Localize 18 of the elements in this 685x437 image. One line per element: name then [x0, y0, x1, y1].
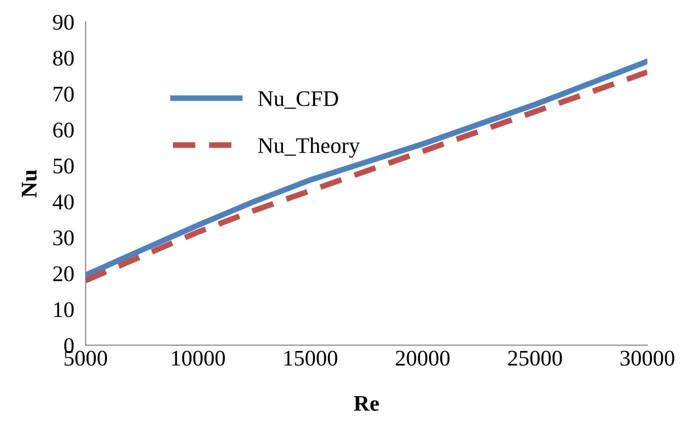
y-tick-label: 70 — [54, 86, 74, 102]
y-axis-title: Nu — [22, 170, 37, 198]
y-tick-label: 30 — [53, 230, 74, 246]
y-tick-label: 90 — [53, 14, 74, 30]
y-tick-label: 40 — [52, 194, 74, 210]
y-tick-label: 10 — [54, 302, 74, 318]
x-tick-label: 15000 — [284, 350, 338, 366]
y-tick-label: 20 — [53, 266, 74, 282]
x-tick-label: 10000 — [172, 350, 225, 366]
y-tick-label: 80 — [53, 50, 74, 66]
y-tick-label: 50 — [54, 158, 74, 174]
x-tick-label: 20000 — [396, 350, 450, 366]
x-axis-title: Re — [354, 396, 379, 411]
x-tick-label: 25000 — [508, 350, 562, 366]
x-tick-label: 30000 — [620, 350, 674, 366]
legend-label: Nu_Theory — [258, 137, 360, 158]
legend-label: Nu_CFD — [258, 91, 338, 109]
y-tick-label: 60 — [53, 122, 74, 138]
